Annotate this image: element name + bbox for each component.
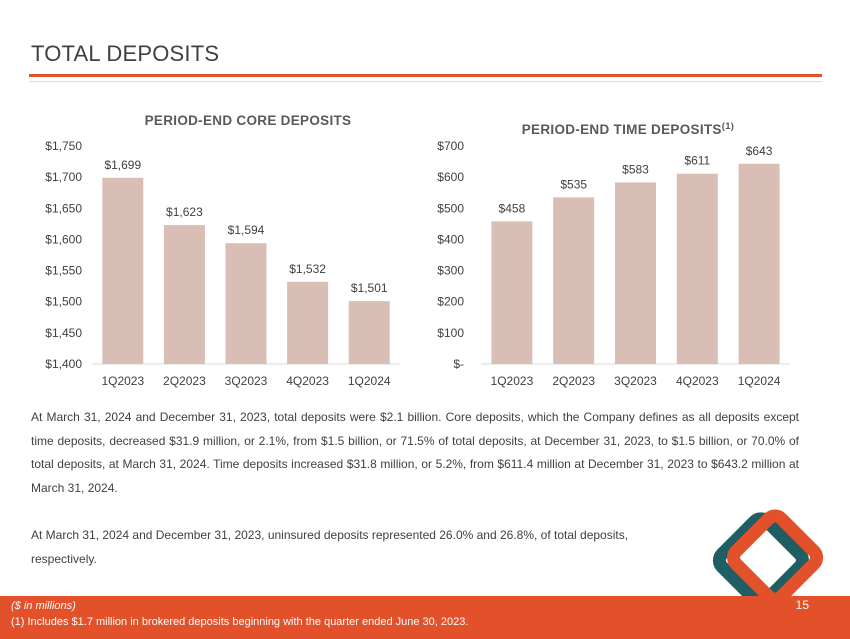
time-deposits-chart-svg: PERIOD-END TIME DEPOSITS(1) $- $100 $200 $3… [437, 121, 790, 388]
time-deposits-chart-title: PERIOD-END TIME DEPOSITS(1) [522, 121, 735, 137]
time-x-tick-label: 3Q2023 [614, 374, 657, 388]
time-bar-value-label: $458 [499, 201, 526, 215]
core-deposits-bar [225, 243, 267, 364]
core-y-tick-label: $1,500 [45, 295, 82, 309]
core-bar-value-label: $1,532 [289, 262, 326, 276]
core-deposits-bar [102, 177, 144, 364]
core-x-tick-label: 3Q2023 [225, 374, 268, 388]
time-deposits-chart: PERIOD-END TIME DEPOSITS(1) $- $100 $200 $3… [437, 121, 790, 388]
time-y-tick-label: $600 [437, 170, 464, 184]
time-deposits-bar [491, 221, 533, 364]
core-y-tick-label: $1,550 [45, 264, 82, 278]
logo-orange-square [727, 509, 824, 606]
time-x-tick-label: 4Q2023 [676, 374, 719, 388]
deposits-commentary: At March 31, 2024 and December 31, 2023,… [31, 410, 799, 495]
logo-teal-square [712, 512, 809, 609]
core-y-tick-label: $1,600 [45, 232, 82, 246]
time-y-tick-label: $500 [437, 201, 464, 215]
core-bar-value-label: $1,699 [104, 158, 141, 172]
footer-bar: ($ in millions) (1) Includes $1.7 millio… [0, 596, 850, 639]
core-deposits-bar [287, 281, 329, 364]
core-y-tick-label: $1,750 [45, 139, 82, 153]
time-bar-value-label: $611 [684, 154, 710, 168]
footnote-1: (1) Includes $1.7 million in brokered de… [11, 616, 469, 628]
core-x-tick-label: 2Q2023 [163, 374, 206, 388]
time-y-tick-label: $300 [437, 264, 464, 278]
time-y-tick-label: $100 [437, 326, 464, 340]
core-x-tick-label: 1Q2024 [348, 374, 391, 388]
core-deposits-chart: PERIOD-END CORE DEPOSITS $1,400 $1,450 $1,… [0, 0, 425, 400]
core-deposits-chart-title: PERIOD-END CORE DEPOSITS [145, 113, 352, 128]
core-bar-value-label: $1,623 [166, 205, 203, 219]
company-logo [712, 509, 824, 609]
time-y-tick-label: $400 [437, 232, 464, 246]
time-deposits-bar [553, 197, 595, 364]
core-y-tick-label: $1,400 [45, 357, 82, 371]
core-y-tick-label: $1,650 [45, 201, 82, 215]
time-bar-value-label: $583 [622, 162, 649, 176]
uninsured-deposits-commentary: At March 31, 2024 and December 31, 2023,… [31, 528, 629, 566]
page-number: 15 [795, 598, 809, 612]
core-y-tick-label: $1,450 [45, 326, 82, 340]
time-deposits-chart-title-text: PERIOD-END TIME DEPOSITS [522, 122, 722, 137]
core-bar-value-label: $1,594 [228, 223, 265, 237]
core-x-tick-label: 1Q2023 [101, 374, 144, 388]
time-deposits-bar [738, 163, 780, 364]
time-x-tick-label: 1Q2023 [491, 374, 534, 388]
time-bar-value-label: $535 [560, 177, 587, 191]
core-y-tick-label: $1,700 [45, 170, 82, 184]
time-x-tick-label: 1Q2024 [738, 374, 781, 388]
time-y-tick-label: $700 [437, 139, 464, 153]
time-y-tick-label: $- [453, 357, 464, 371]
time-x-tick-label: 2Q2023 [552, 374, 595, 388]
core-deposits-chart-svg: PERIOD-END CORE DEPOSITS $1,400 $1,450 $1,… [45, 113, 400, 388]
units-note: ($ in millions) [11, 600, 76, 612]
title-underline [29, 74, 822, 77]
page-title: TOTAL DEPOSITS [31, 41, 220, 66]
time-deposits-bar [615, 182, 656, 364]
core-deposits-bar [163, 225, 205, 364]
time-deposits-bar [676, 173, 718, 364]
core-bar-value-label: $1,501 [351, 281, 388, 295]
time-bar-value-label: $643 [746, 144, 773, 158]
time-deposits-footnote-marker: (1) [722, 121, 735, 132]
time-y-tick-label: $200 [437, 295, 464, 309]
core-x-tick-label: 4Q2023 [286, 374, 329, 388]
title-underline-shadow [29, 81, 822, 82]
core-deposits-bar [348, 301, 390, 364]
